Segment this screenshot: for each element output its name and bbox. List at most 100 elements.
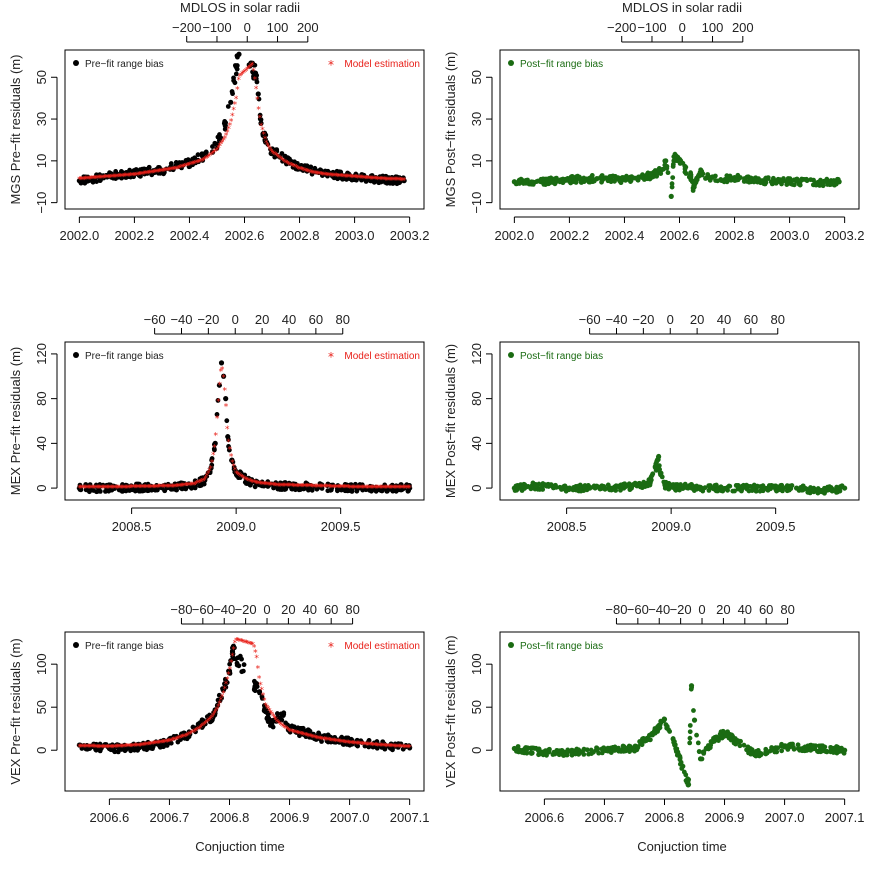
model-point: *	[346, 739, 351, 749]
pre-point	[233, 71, 239, 77]
model-point: *	[178, 734, 183, 744]
model-point: *	[214, 147, 219, 157]
post-point	[573, 751, 578, 757]
post-point	[582, 485, 588, 491]
model-point: *	[96, 743, 101, 753]
pre-point	[205, 716, 211, 722]
pre-point	[296, 487, 302, 493]
model-point: *	[168, 483, 173, 493]
x-tick-label: 2006.6	[525, 810, 565, 825]
model-point: *	[134, 171, 139, 181]
pre-point	[126, 170, 132, 176]
post-point	[742, 176, 748, 181]
model-point: *	[309, 483, 314, 493]
model-point: *	[217, 381, 222, 391]
y-tick-label: 50	[34, 70, 49, 84]
model-point: *	[325, 483, 330, 493]
model-point: *	[221, 374, 226, 384]
model-point: *	[188, 481, 193, 491]
pre-point	[87, 746, 93, 751]
model-point: *	[118, 484, 123, 494]
mgs-pre-fit-panel: 2002.0 2002.2 2002.4 2002.6 2002.8 2003.0 2003…	[8, 20, 430, 243]
model-point: *	[382, 484, 387, 494]
pre-point	[279, 717, 285, 723]
post-point	[775, 487, 781, 493]
model-point: *	[388, 484, 393, 494]
model-point: *	[379, 484, 384, 494]
y-axis-title: MGS Post−fit residuals (m)	[443, 52, 458, 208]
model-point: *	[251, 641, 256, 651]
model-point: *	[373, 484, 378, 494]
plot-frame	[499, 49, 860, 210]
model-point: *	[123, 484, 128, 494]
pre-point	[257, 690, 262, 696]
model-point: *	[304, 483, 309, 493]
pre-point	[297, 166, 303, 172]
model-point: *	[269, 147, 274, 157]
pre-point	[78, 180, 84, 186]
model-point: *	[180, 163, 185, 173]
model-point: *	[247, 640, 252, 650]
model-point: *	[267, 707, 272, 717]
pre-point	[239, 669, 245, 675]
pre-point	[229, 89, 235, 94]
pre-point	[130, 742, 135, 748]
model-point: *	[99, 484, 104, 494]
top-tick-label: −20	[197, 312, 219, 327]
top-tick-label: −80	[170, 602, 192, 617]
model-point: *	[122, 743, 127, 753]
model-point: *	[219, 696, 224, 706]
model-point: *	[85, 484, 90, 494]
post-series	[511, 683, 848, 788]
model-point: *	[298, 165, 303, 175]
model-point: *	[189, 481, 194, 491]
pre-point	[84, 178, 90, 184]
pre-point	[186, 729, 192, 735]
model-point: *	[164, 738, 169, 748]
legend: Post−fit range bias	[508, 351, 603, 362]
model-point: *	[186, 481, 191, 491]
model-point: *	[90, 484, 95, 494]
pre-point	[262, 137, 268, 142]
model-point: *	[171, 736, 176, 746]
model-point: *	[131, 484, 136, 494]
model-point: *	[282, 482, 287, 492]
model-point: *	[143, 483, 148, 493]
model-point: *	[119, 484, 124, 494]
model-point: *	[273, 716, 278, 726]
model-point: *	[188, 730, 193, 740]
x-tick-label: 2006.7	[585, 810, 625, 825]
post-point	[519, 484, 525, 490]
model-point: *	[402, 176, 407, 186]
pre-point	[367, 487, 372, 493]
post-point	[756, 178, 761, 183]
post-point	[552, 484, 558, 490]
model-point: *	[303, 483, 308, 493]
model-point: *	[300, 483, 305, 493]
post-point	[737, 743, 743, 749]
model-point: *	[206, 470, 211, 480]
y-tick-label: 40	[469, 436, 484, 450]
model-point: *	[187, 161, 192, 171]
post-point	[725, 176, 731, 182]
model-point: *	[318, 735, 323, 745]
pre-point	[304, 168, 310, 174]
model-point: *	[360, 484, 365, 494]
model-point: *	[202, 721, 207, 731]
model-point: *	[233, 639, 238, 649]
model-point: *	[319, 483, 324, 493]
post-point	[805, 489, 811, 495]
model-point: *	[376, 742, 381, 752]
model-point: *	[404, 484, 409, 494]
pre-point	[239, 656, 244, 662]
model-point: *	[101, 484, 106, 494]
pre-point	[325, 738, 331, 743]
post-point	[567, 179, 572, 184]
x-tick-label: 2003.2	[390, 228, 430, 243]
model-point: *	[138, 484, 143, 494]
model-point: *	[146, 169, 151, 179]
post-point	[691, 488, 697, 493]
model-point: *	[155, 739, 160, 749]
model-point: *	[354, 174, 359, 184]
model-series: ****************************************…	[77, 61, 407, 186]
